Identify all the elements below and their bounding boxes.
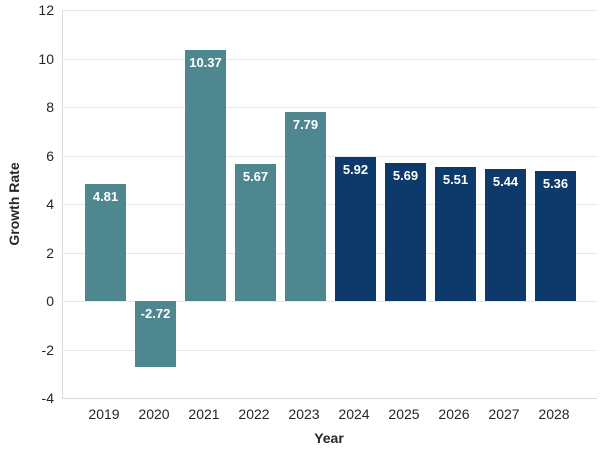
x-tick-label: 2021 — [188, 406, 220, 422]
y-tick-label: -2 — [41, 342, 54, 358]
x-tick-label: 2022 — [238, 406, 270, 422]
bar-2027 — [485, 169, 526, 301]
bar-value-label: 5.69 — [392, 168, 419, 183]
bar-2021 — [185, 50, 226, 301]
y-tick-label: 4 — [46, 196, 54, 212]
y-tick-label: 8 — [46, 99, 54, 115]
gridline — [63, 253, 597, 254]
gridline — [63, 350, 597, 351]
gridline — [63, 204, 597, 205]
x-tick-label: 2028 — [538, 406, 570, 422]
x-tick-label: 2025 — [388, 406, 420, 422]
y-tick-label: 2 — [46, 245, 54, 261]
bar-2019 — [85, 184, 126, 301]
y-axis-tick-labels: -4 -2 0 2 4 6 8 10 12 — [0, 2, 54, 406]
bar-value-label: 5.36 — [542, 176, 569, 191]
bar-value-label: 5.67 — [242, 169, 269, 184]
x-axis-title: Year — [314, 430, 344, 446]
bar-value-label: 5.92 — [342, 162, 369, 177]
gridline — [63, 59, 597, 60]
bar-2025 — [385, 163, 426, 301]
x-axis-tick-labels: 2019 2020 2021 2022 2023 2024 2025 2026 2027 2028 — [62, 398, 596, 422]
x-tick-label: 2023 — [288, 406, 320, 422]
y-tick-label: 0 — [46, 293, 54, 309]
gridline — [63, 156, 597, 157]
x-tick-label: 2019 — [88, 406, 120, 422]
plot-area: 4.81 -2.72 10.37 5.67 7.79 5.92 5.69 5.51 5.44 5.… — [62, 10, 597, 399]
x-tick-label: 2024 — [338, 406, 370, 422]
bar-value-label: 10.37 — [189, 55, 222, 70]
y-tick-label: 10 — [38, 51, 54, 67]
y-tick-label: 12 — [38, 2, 54, 18]
bar-2022 — [235, 164, 276, 301]
x-tick-label: 2020 — [138, 406, 170, 422]
bar-value-label: 7.79 — [292, 117, 319, 132]
gridline — [63, 301, 597, 302]
bar-2024 — [335, 157, 376, 301]
y-tick-label: -4 — [41, 390, 54, 406]
bar-2026 — [435, 167, 476, 301]
bar-value-label: 5.51 — [442, 172, 469, 187]
gridline — [63, 10, 597, 11]
gridline — [63, 107, 597, 108]
bar-2023 — [285, 112, 326, 301]
bar-value-label: 4.81 — [92, 189, 119, 204]
y-tick-label: 6 — [46, 148, 54, 164]
bar-value-label: 5.44 — [492, 174, 519, 189]
x-tick-label: 2026 — [438, 406, 470, 422]
bar-2028 — [535, 171, 576, 301]
bar-value-label: -2.72 — [140, 306, 171, 321]
bar-2020 — [135, 301, 176, 367]
x-tick-label: 2027 — [488, 406, 520, 422]
